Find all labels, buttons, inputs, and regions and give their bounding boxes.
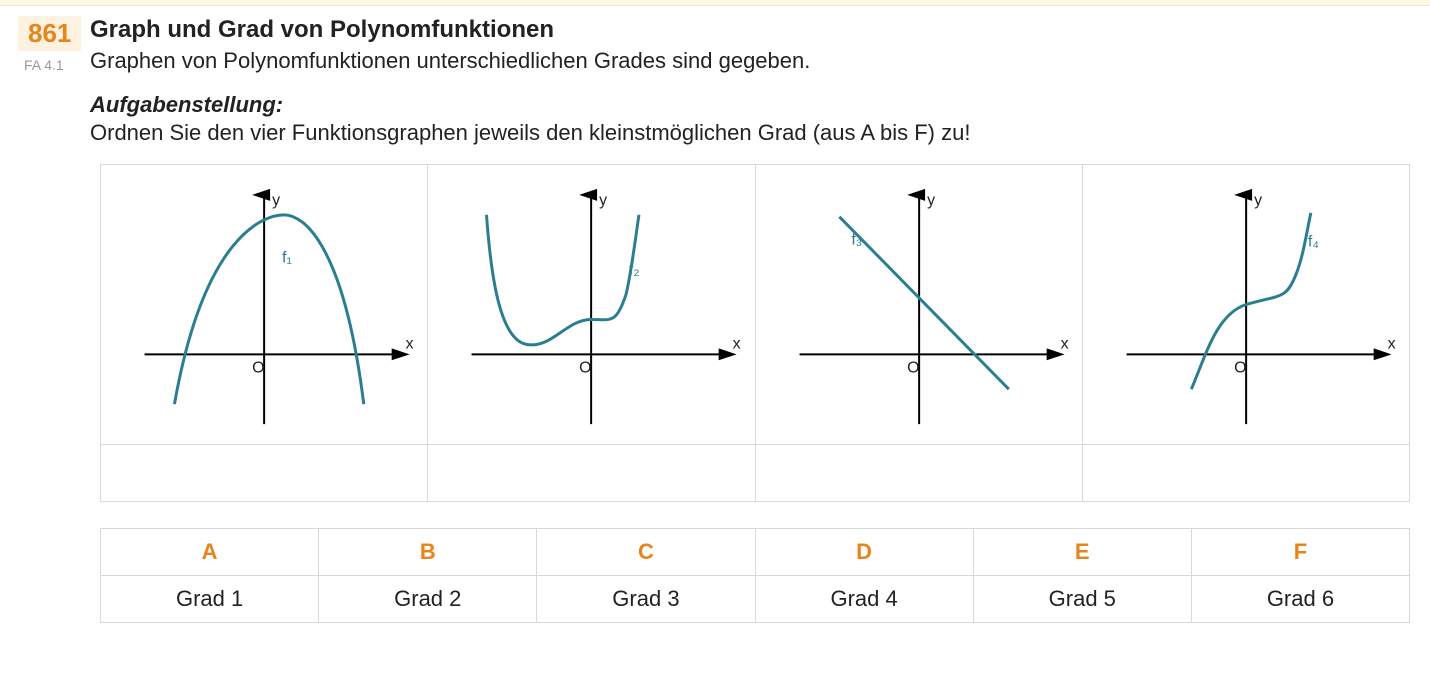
x-axis-label: x <box>406 335 414 352</box>
graph-cell-f3: y x O f₃ <box>756 165 1083 501</box>
graph-f1: y x O f₁ <box>101 165 427 445</box>
graph-answer-f1[interactable] <box>101 445 427 501</box>
answer-text-d: Grad 4 <box>756 576 973 622</box>
content-column: Graph und Grad von Polynomfunktionen Gra… <box>90 16 1430 164</box>
answer-cell-e: E Grad 5 <box>974 529 1192 622</box>
graph-f3: y x O f₃ <box>756 165 1082 445</box>
number-column: 861 FA 4.1 <box>0 16 90 73</box>
graph-cell-f4: y x O f₄ <box>1083 165 1409 501</box>
y-axis-label: y <box>1254 192 1262 209</box>
exercise-number: 861 <box>18 16 81 51</box>
answer-cell-d: D Grad 4 <box>756 529 974 622</box>
y-axis-label: y <box>599 192 607 209</box>
graph-answer-f3[interactable] <box>756 445 1082 501</box>
answer-text-c: Grad 3 <box>537 576 754 622</box>
graph-answer-f4[interactable] <box>1083 445 1409 501</box>
answer-text-e: Grad 5 <box>974 576 1191 622</box>
answer-letter-b: B <box>319 529 536 576</box>
curve-f2 <box>487 215 639 345</box>
task-text: Ordnen Sie den vier Funktionsgraphen jew… <box>90 120 1410 146</box>
graph-cell-f1: y x O f₁ <box>101 165 428 501</box>
fa-label: FA 4.1 <box>18 57 90 73</box>
origin-label: O <box>252 359 264 376</box>
func-label-f1: f₁ <box>282 250 292 267</box>
x-axis-label: x <box>1060 335 1068 352</box>
exercise-subtitle: Graphen von Polynomfunktionen unterschie… <box>90 48 1410 74</box>
func-label-f4: f₄ <box>1308 234 1319 251</box>
answer-text-b: Grad 2 <box>319 576 536 622</box>
answer-text-a: Grad 1 <box>101 576 318 622</box>
answer-letter-c: C <box>537 529 754 576</box>
y-axis-label: y <box>927 192 935 209</box>
graph-f4: y x O f₄ <box>1083 165 1409 445</box>
graph-answer-f2[interactable] <box>428 445 754 501</box>
graph-cell-f2: y x O f₂ <box>428 165 755 501</box>
answer-cell-a: A Grad 1 <box>101 529 319 622</box>
y-axis-label: y <box>272 192 280 209</box>
task-label: Aufgabenstellung: <box>90 92 1410 118</box>
curve-f4 <box>1191 213 1311 389</box>
origin-label: O <box>1234 359 1246 376</box>
x-axis-label: x <box>1387 335 1395 352</box>
answer-cell-c: C Grad 3 <box>537 529 755 622</box>
answer-letter-d: D <box>756 529 973 576</box>
header-row: 861 FA 4.1 Graph und Grad von Polynomfun… <box>0 6 1430 164</box>
graphs-table: y x O f₁ y x <box>100 164 1410 502</box>
answer-letter-e: E <box>974 529 1191 576</box>
answer-cell-b: B Grad 2 <box>319 529 537 622</box>
exercise-title: Graph und Grad von Polynomfunktionen <box>90 16 1410 44</box>
curve-f3 <box>839 217 1008 389</box>
origin-label: O <box>907 359 919 376</box>
answer-text-f: Grad 6 <box>1192 576 1409 622</box>
origin-label: O <box>579 359 591 376</box>
func-label-f2: f₂ <box>629 262 640 279</box>
answers-table: A Grad 1 B Grad 2 C Grad 3 D Grad 4 E Gr… <box>100 528 1410 623</box>
answer-cell-f: F Grad 6 <box>1192 529 1409 622</box>
answer-letter-a: A <box>101 529 318 576</box>
graph-f2: y x O f₂ <box>428 165 754 445</box>
curve-f1 <box>174 215 363 404</box>
x-axis-label: x <box>733 335 741 352</box>
func-label-f3: f₃ <box>851 232 862 249</box>
answer-letter-f: F <box>1192 529 1409 576</box>
